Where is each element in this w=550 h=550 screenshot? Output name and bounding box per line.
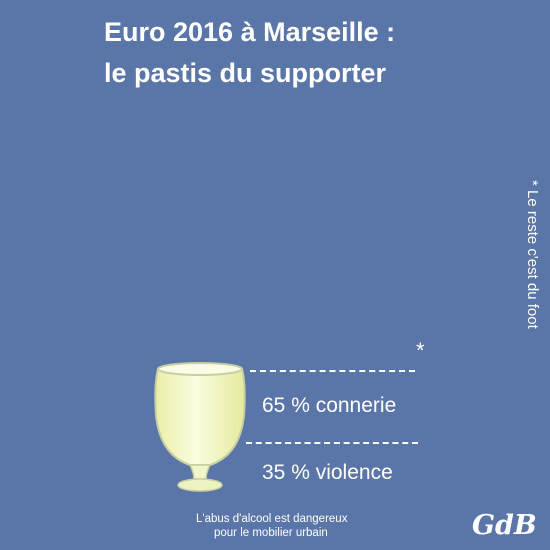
liquid-level-line <box>250 370 415 372</box>
cartoon-title: Euro 2016 à Marseille : le pastis du sup… <box>104 12 395 94</box>
title-line-2: le pastis du supporter <box>104 58 387 88</box>
title-line-1: Euro 2016 à Marseille : <box>104 17 396 47</box>
pastis-glass-icon <box>154 362 246 492</box>
glass-stem <box>188 464 212 480</box>
share-label-violence: 35 % violence <box>262 461 393 484</box>
warning-line-1: L'abus d'alcool est dangereux <box>196 513 348 525</box>
glass-bowl <box>154 368 246 466</box>
share-label-connerie: 65 % connerie <box>262 394 397 417</box>
glass-rim <box>157 362 243 376</box>
artist-signature: GdB <box>472 510 537 541</box>
share-divider-line <box>246 442 418 444</box>
side-note: * Le reste c'est du foot <box>524 180 541 329</box>
footnote-marker: * <box>416 338 425 363</box>
warning-line-2: pour le mobilier urbain <box>214 527 328 539</box>
warning-text: L'abus d'alcool est dangereux pour le mo… <box>196 512 366 540</box>
glass-base <box>177 478 223 492</box>
